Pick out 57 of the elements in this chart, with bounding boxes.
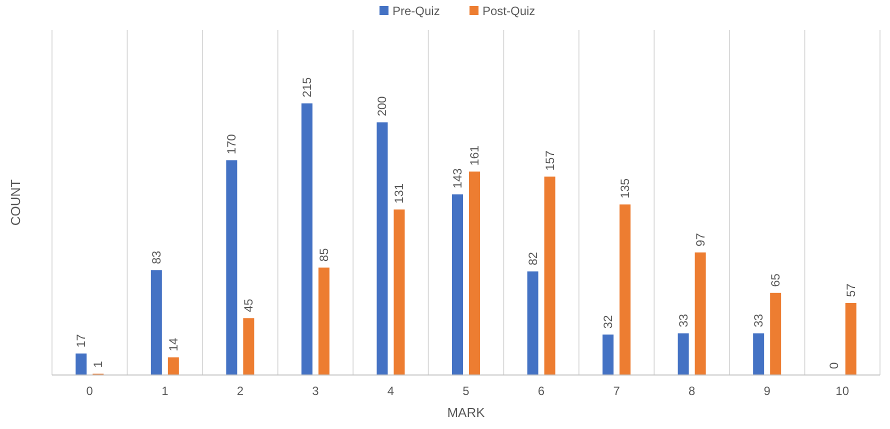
- bar: [770, 292, 782, 375]
- data-label: 32: [601, 314, 616, 329]
- data-label: 85: [316, 248, 331, 262]
- data-label: 143: [450, 168, 464, 188]
- data-label: 57: [844, 283, 858, 297]
- legend-label: Pre-Quiz: [392, 4, 440, 18]
- data-label: 170: [224, 134, 239, 154]
- x-tick-label: 3: [312, 384, 320, 398]
- x-tick-label: 1: [162, 384, 169, 398]
- x-tick-label: 10: [836, 384, 850, 398]
- x-tick-label: 7: [613, 384, 620, 398]
- data-label: 1: [91, 360, 106, 368]
- x-tick-label: 6: [538, 384, 545, 398]
- bar: [452, 194, 463, 375]
- bar: [318, 268, 330, 375]
- bar: [602, 334, 614, 375]
- bar: [694, 252, 706, 375]
- bar: [845, 302, 856, 375]
- bar: [469, 172, 480, 375]
- y-axis-title: COUNT: [8, 179, 23, 226]
- data-label: 14: [166, 338, 180, 352]
- data-label: 97: [693, 232, 708, 246]
- bar: [168, 357, 179, 375]
- bar: [753, 333, 764, 375]
- x-tick-label: 9: [764, 384, 771, 398]
- x-tick-label: 4: [387, 384, 394, 398]
- x-axis-title: MARK: [447, 405, 486, 420]
- data-label: 157: [542, 150, 557, 171]
- legend-label: Post-Quiz: [482, 4, 536, 18]
- data-label: 0: [826, 362, 841, 369]
- bar: [678, 333, 689, 375]
- x-tick-label: 5: [462, 384, 470, 398]
- data-label: 135: [618, 178, 632, 198]
- bar: [544, 176, 556, 375]
- bar: [226, 160, 238, 375]
- data-label: 33: [752, 314, 766, 328]
- x-tick-label: 2: [236, 384, 244, 398]
- bar: [620, 204, 631, 375]
- data-label: 82: [526, 252, 540, 266]
- data-label: 200: [375, 96, 390, 116]
- bar: [394, 209, 405, 375]
- bar: [150, 270, 162, 375]
- x-tick-label: 0: [86, 384, 94, 398]
- data-label: 131: [392, 183, 406, 204]
- bar: [301, 103, 312, 375]
- data-label: 83: [149, 250, 164, 264]
- x-tick-label: 8: [688, 384, 696, 398]
- bar: [243, 318, 254, 375]
- bar: [76, 354, 87, 375]
- data-label: 65: [768, 273, 783, 287]
- data-label: 17: [74, 334, 88, 348]
- data-label: 161: [468, 145, 482, 166]
- data-label: 215: [300, 77, 314, 98]
- data-label: 33: [676, 314, 690, 328]
- bar: [527, 271, 538, 375]
- bar: [376, 122, 388, 375]
- data-label: 45: [242, 298, 256, 312]
